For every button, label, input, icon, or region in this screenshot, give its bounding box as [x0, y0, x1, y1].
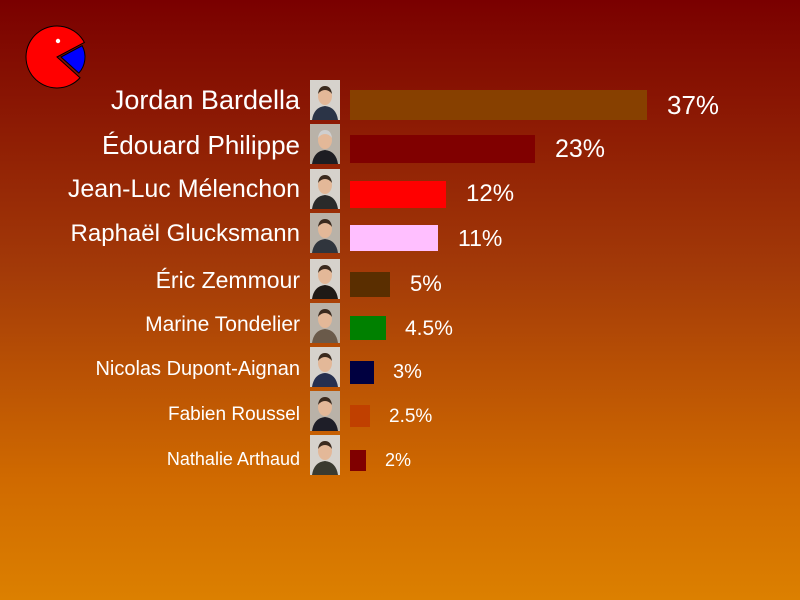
portrait-photo-icon	[310, 169, 340, 209]
logo-pie-main-slice	[25, 25, 86, 89]
bar	[350, 360, 374, 384]
category-label: Nicolas Dupont-Aignan	[95, 358, 300, 380]
portrait-photo-icon	[310, 347, 340, 387]
value-label: 5%	[410, 271, 442, 296]
category-label: Éric Zemmour	[155, 266, 300, 293]
category-label: Édouard Philippe	[101, 130, 300, 160]
bar	[350, 90, 647, 120]
category-label: Jean-Luc Mélenchon	[67, 174, 300, 203]
value-label: 2%	[385, 450, 412, 470]
portrait-photo-icon	[310, 303, 340, 343]
bar	[350, 225, 438, 251]
value-label: 11%	[458, 224, 503, 251]
portrait-photo-icon	[310, 80, 340, 120]
bar	[350, 271, 390, 297]
category-label: Nathalie Arthaud	[166, 449, 300, 469]
portrait-photo-icon	[310, 435, 340, 475]
value-label: 37%	[667, 90, 720, 120]
bar	[350, 135, 535, 163]
portrait-photo-icon	[310, 259, 340, 299]
category-label: Marine Tondelier	[145, 312, 300, 336]
value-label: 4.5%	[405, 316, 453, 340]
category-label: Raphaël Glucksmann	[70, 220, 300, 247]
bar	[350, 449, 366, 471]
bar	[350, 180, 446, 208]
value-label: 12%	[466, 180, 515, 207]
portrait-photo-icon	[310, 124, 340, 164]
category-label: Jordan Bardella	[110, 84, 300, 115]
portrait-photo-icon	[310, 391, 340, 431]
value-label: 2.5%	[389, 405, 433, 427]
portrait-photo-icon	[310, 213, 340, 253]
value-label: 23%	[555, 134, 606, 163]
bar	[350, 405, 370, 427]
category-label: Fabien Roussel	[167, 403, 300, 425]
bar	[350, 316, 386, 340]
value-label: 3%	[393, 361, 422, 383]
logo-pie-blue-slice	[60, 45, 86, 74]
pie-chart-logo-icon	[25, 25, 86, 89]
logo-eye	[55, 38, 61, 44]
